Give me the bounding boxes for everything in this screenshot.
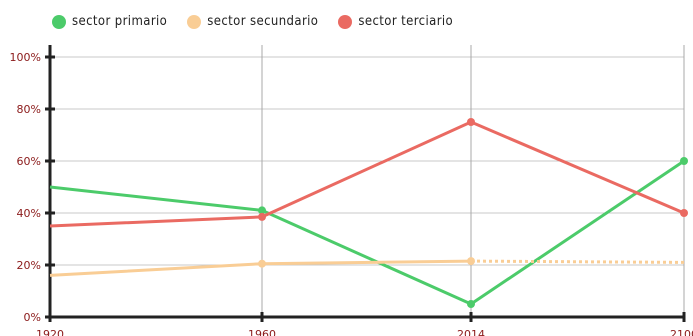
legend: sector primario sector secundario sector…	[52, 14, 453, 29]
legend-dot-icon	[187, 14, 202, 29]
axes	[45, 45, 686, 322]
x-tick-label: 2014	[457, 328, 485, 336]
legend-item-primario[interactable]: sector primario	[52, 14, 167, 29]
y-tick-label: 100%	[10, 51, 41, 64]
legend-label: sector secundario	[207, 14, 319, 29]
legend-dot-icon	[338, 14, 353, 29]
data-point	[680, 157, 688, 165]
legend-label: sector primario	[72, 14, 168, 29]
data-point	[680, 209, 688, 217]
data-point	[467, 118, 475, 126]
y-tick-label: 0%	[24, 311, 41, 324]
legend-item-secundario[interactable]: sector secundario	[187, 14, 318, 29]
series-line-primario	[49, 159, 685, 306]
series-line-secundario-projection	[470, 259, 685, 264]
x-tick-label: 2100	[670, 328, 693, 336]
grid	[50, 45, 685, 317]
x-tick-label: 1960	[248, 328, 276, 336]
data-point	[258, 206, 266, 215]
data-point	[258, 212, 266, 221]
legend-item-terciario[interactable]: sector terciario	[338, 14, 453, 29]
legend-label: sector terciario	[358, 14, 454, 29]
legend-dot-icon	[52, 14, 66, 29]
data-point	[258, 259, 266, 268]
x-tick-label: 1920	[36, 328, 64, 336]
data-point	[467, 257, 475, 266]
y-tick-label: 60%	[17, 155, 41, 168]
y-tick-label: 80%	[17, 103, 41, 116]
y-tick-label: 40%	[17, 207, 41, 220]
data-point	[467, 300, 475, 308]
series-line-terciario	[49, 120, 685, 228]
y-tick-label: 20%	[17, 259, 41, 272]
series-lines	[49, 118, 688, 308]
tick-labels: 0% 20% 40% 60% 80% 100% 1920 1960 2014 2100	[10, 51, 693, 336]
